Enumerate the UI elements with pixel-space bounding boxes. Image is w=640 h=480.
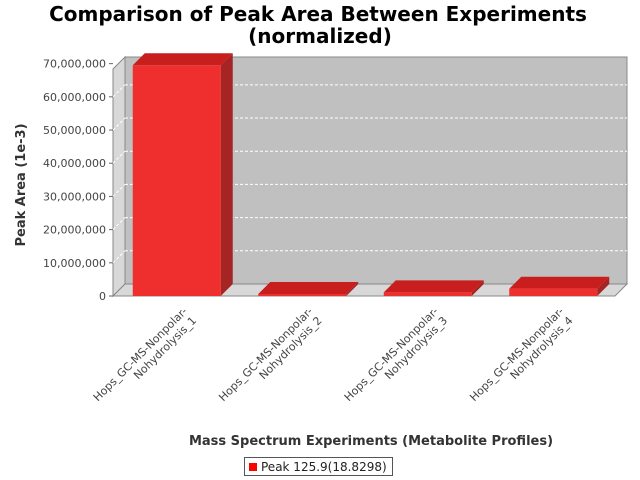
gridline-wall [112,217,126,230]
x-category-line: Hops_GC-MS-Nonpolar- [216,305,315,404]
x-category-line: Hops_GC-MS-Nonpolar- [91,305,190,404]
x-axis-categories: Hops_GC-MS-Nonpolar-Nohydrolysis_1 Hops_G… [91,305,576,413]
y-tick-label: 70,000,000 [43,58,106,71]
gridline-wall [112,150,126,164]
bar-front [509,288,598,296]
y-tick-label: 30,000,000 [43,190,106,203]
bar-top [258,282,359,295]
bar-top [132,53,233,66]
x-category-line: Hops_GC-MS-Nonpolar- [342,305,441,404]
x-category-label: Hops_GC-MS-Nonpolar-Nohydrolysis_4 [467,305,575,413]
x-category-label: Hops_GC-MS-Nonpolar-Nohydrolysis_2 [216,305,324,413]
y-tick-label: 20,000,000 [43,224,106,237]
bar-front [132,65,221,296]
y-tick-label: 10,000,000 [43,257,106,270]
y-axis-ticks: 0 10,000,000 20,000,000 30,000,000 40,000,00… [43,51,627,303]
bar-front [383,292,472,296]
y-tick-label: 0 [99,290,106,303]
bar-side [471,280,484,296]
chart-title-line1: Comparison of Peak Area Between Experime… [49,2,587,26]
gridline-wall [112,51,126,64]
x-category-line: Hops_GC-MS-Nonpolar- [467,305,566,404]
bar-side [220,53,233,296]
bar [509,276,610,296]
gridline-wall [112,117,126,131]
bar-front [258,294,347,296]
plot-left-wall [112,55,126,298]
bar-top [509,276,610,289]
legend-label: Peak 125.9(18.8298) [261,459,387,474]
gridline-wall [112,250,126,264]
gridline-wall [112,184,126,197]
x-category-label: Hops_GC-MS-Nonpolar-Nohydrolysis_1 [91,305,199,413]
bar [132,53,233,296]
legend-swatch [249,462,257,471]
gridline-wall [112,84,126,98]
bar [258,282,359,296]
y-tick-label: 50,000,000 [43,124,106,137]
y-axis-label: Peak Area (1e-3) [14,123,29,246]
y-tick-label: 60,000,000 [43,91,106,104]
y-tick-label: 40,000,000 [43,157,106,170]
bar-side [346,282,359,296]
legend: Peak 125.9(18.8298) [244,457,393,476]
bars [132,53,610,296]
chart-title-line2: (normalized) [248,24,392,48]
bar-side [597,276,610,296]
bar [383,280,484,296]
x-category-label: Hops_GC-MS-Nonpolar-Nohydrolysis_3 [342,305,450,413]
bar-top [383,280,484,293]
x-axis-label: Mass Spectrum Experiments (Metabolite Pr… [189,434,553,449]
